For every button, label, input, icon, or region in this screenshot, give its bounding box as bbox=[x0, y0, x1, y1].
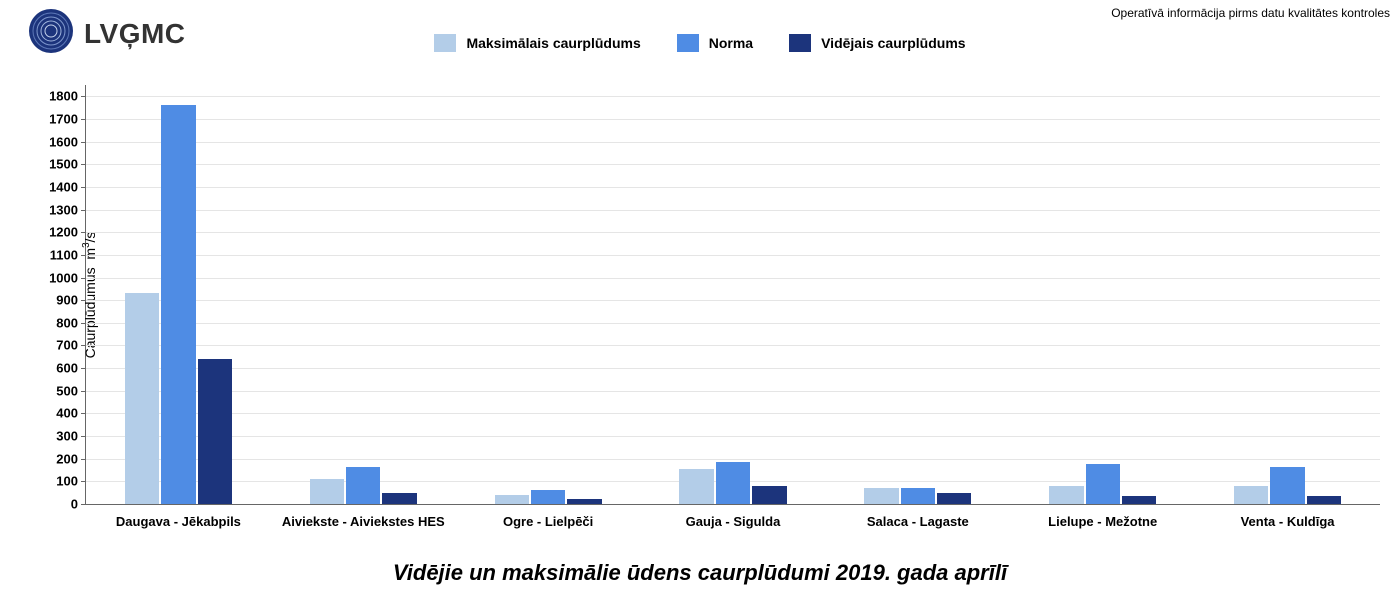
y-tick-label: 0 bbox=[71, 497, 86, 512]
bar-group: Lielupe - Mežotne bbox=[1049, 85, 1156, 504]
y-tick-label: 1600 bbox=[49, 134, 86, 149]
y-tick-label: 100 bbox=[56, 474, 86, 489]
x-tick-label: Venta - Kuldīga bbox=[1241, 504, 1335, 529]
bar bbox=[198, 359, 232, 504]
x-tick-label: Salaca - Lagaste bbox=[867, 504, 969, 529]
x-tick-label: Lielupe - Mežotne bbox=[1048, 504, 1157, 529]
legend-swatch bbox=[677, 34, 699, 52]
bar-group: Aiviekste - Aiviekstes HES bbox=[310, 85, 417, 504]
bar bbox=[1234, 486, 1268, 504]
y-tick-label: 1700 bbox=[49, 111, 86, 126]
y-tick-label: 1200 bbox=[49, 225, 86, 240]
y-tick-label: 800 bbox=[56, 315, 86, 330]
bar bbox=[495, 495, 529, 504]
bar bbox=[1270, 467, 1304, 504]
bar bbox=[346, 467, 380, 504]
legend-item: Maksimālais caurplūdums bbox=[434, 34, 640, 52]
legend: Maksimālais caurplūdums Norma Vidējais cau… bbox=[0, 34, 1400, 52]
y-tick-label: 200 bbox=[56, 451, 86, 466]
legend-swatch bbox=[789, 34, 811, 52]
bar-group: Venta - Kuldīga bbox=[1234, 85, 1341, 504]
legend-swatch bbox=[434, 34, 456, 52]
y-tick-label: 1500 bbox=[49, 157, 86, 172]
bar bbox=[864, 488, 898, 504]
bar bbox=[752, 486, 786, 504]
bar-group: Daugava - Jēkabpils bbox=[125, 85, 232, 504]
bar bbox=[679, 469, 713, 504]
legend-item: Vidējais caurplūdums bbox=[789, 34, 965, 52]
bar-group: Ogre - Lielpēči bbox=[495, 85, 602, 504]
bar-group: Salaca - Lagaste bbox=[864, 85, 971, 504]
y-tick-label: 500 bbox=[56, 383, 86, 398]
bar bbox=[1049, 486, 1083, 504]
x-tick-label: Aiviekste - Aiviekstes HES bbox=[282, 504, 445, 529]
page: LVĢMC Operatīvā informācija pirms datu k… bbox=[0, 0, 1400, 600]
y-tick-label: 1800 bbox=[49, 89, 86, 104]
bar bbox=[310, 479, 344, 504]
y-tick-label: 1100 bbox=[50, 247, 86, 262]
bar bbox=[531, 490, 565, 504]
y-tick-label: 400 bbox=[56, 406, 86, 421]
y-tick-label: 1300 bbox=[49, 202, 86, 217]
legend-item: Norma bbox=[677, 34, 753, 52]
flow-chart: Caurplūdumus m3/s 0100200300400500600700… bbox=[85, 85, 1380, 505]
x-tick-label: Gauja - Sigulda bbox=[686, 504, 781, 529]
y-tick-label: 600 bbox=[56, 361, 86, 376]
legend-label: Norma bbox=[709, 35, 753, 51]
x-tick-label: Daugava - Jēkabpils bbox=[116, 504, 241, 529]
chart-title: Vidējie un maksimālie ūdens caurplūdumi … bbox=[0, 560, 1400, 586]
bar bbox=[125, 293, 159, 504]
bar bbox=[716, 462, 750, 504]
y-tick-label: 1400 bbox=[49, 179, 86, 194]
bar bbox=[1307, 496, 1341, 504]
quality-note: Operatīvā informācija pirms datu kvalitā… bbox=[1111, 6, 1390, 20]
bar bbox=[1086, 464, 1120, 504]
y-tick-label: 900 bbox=[56, 293, 86, 308]
legend-label: Vidējais caurplūdums bbox=[821, 35, 965, 51]
y-tick-label: 700 bbox=[56, 338, 86, 353]
legend-label: Maksimālais caurplūdums bbox=[466, 35, 640, 51]
y-tick-label: 300 bbox=[56, 429, 86, 444]
bar bbox=[901, 488, 935, 504]
bar bbox=[937, 493, 971, 504]
bar bbox=[161, 105, 195, 504]
bar bbox=[382, 493, 416, 504]
bar-group: Gauja - Sigulda bbox=[679, 85, 786, 504]
x-tick-label: Ogre - Lielpēči bbox=[503, 504, 593, 529]
bar bbox=[1122, 496, 1156, 504]
y-tick-label: 1000 bbox=[49, 270, 86, 285]
